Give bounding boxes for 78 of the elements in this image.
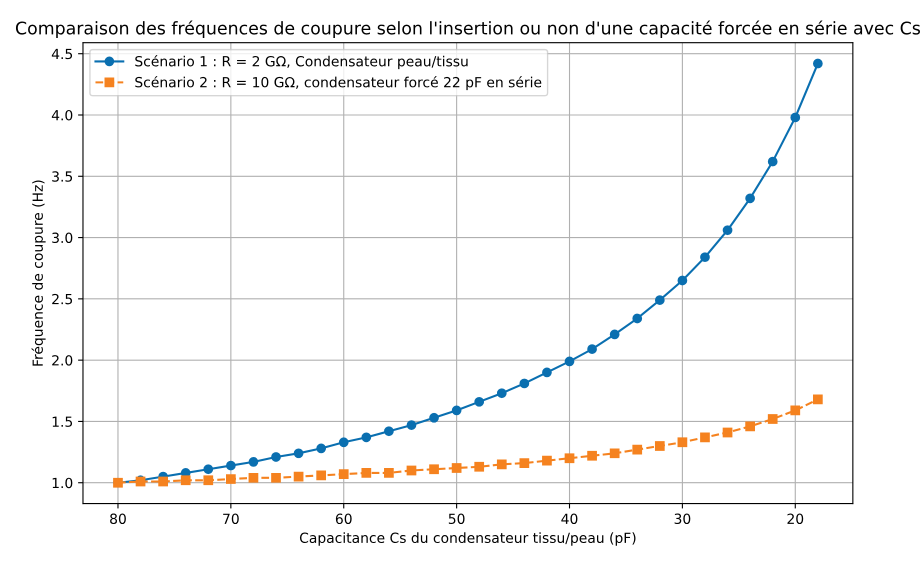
point (768, 414, 778, 424)
x-tick-label: 30 (674, 514, 690, 524)
y-tick-label: 3.0 (52, 232, 72, 244)
point (384, 468, 394, 478)
point (812, 394, 823, 404)
point (474, 462, 484, 472)
point (722, 225, 732, 236)
point (271, 452, 281, 462)
x-tick-label: 50 (448, 514, 465, 524)
point (678, 437, 688, 448)
x-tick-label: 20 (787, 514, 804, 524)
point (474, 396, 484, 407)
point (768, 156, 778, 166)
legend-label: Scénario 1 : R = 2 GΩ, Condensateur peau/tissu (135, 55, 468, 70)
point (812, 58, 823, 68)
point (226, 460, 236, 470)
y-tick-label: 4.0 (52, 110, 72, 120)
point (496, 459, 507, 470)
point (745, 193, 755, 204)
point (790, 406, 800, 416)
legend-label: Scénario 2 : R = 10 GΩ, condensateur forcé 22 pF en série (135, 76, 542, 90)
point (632, 444, 642, 454)
y-tick-label: 1.0 (52, 478, 72, 488)
point (654, 295, 665, 305)
point (429, 464, 439, 474)
point (700, 252, 710, 262)
point (294, 472, 304, 482)
point (226, 474, 236, 484)
point (790, 112, 800, 122)
point (203, 475, 214, 486)
point (519, 378, 530, 388)
point (496, 388, 507, 398)
point (361, 468, 372, 478)
point (745, 421, 755, 432)
point (452, 406, 462, 416)
point (248, 457, 258, 467)
x-tick-label: 40 (561, 514, 578, 524)
y-tick-label: 4.5 (52, 48, 72, 60)
x-tick-label: 70 (223, 514, 239, 524)
point (384, 426, 394, 436)
chart-title: Comparaison des fréquences de coupure selon l'insertion ou non d'une capacité forcée en série avec Cs (16, 20, 920, 38)
x-tick-label: 80 (110, 514, 126, 524)
point (406, 420, 416, 430)
point (632, 314, 642, 324)
point (338, 469, 349, 480)
point (316, 470, 326, 480)
y-axis-title: Fréquence de coupure (Hz) (32, 180, 46, 366)
y-tick-label: 3.5 (52, 171, 72, 182)
point (610, 330, 620, 340)
x-axis-title: Capacitance Cs du condensateur tissu/peau (pF) (300, 532, 636, 546)
point (338, 437, 349, 448)
point (542, 368, 552, 378)
y-tick-label: 1.5 (52, 416, 72, 427)
point (587, 450, 597, 461)
point (722, 428, 732, 438)
point (294, 448, 304, 458)
point (248, 472, 258, 483)
point (542, 456, 552, 466)
point (361, 432, 372, 442)
point (587, 344, 597, 354)
point (610, 448, 620, 458)
x-tick-label: 60 (336, 514, 352, 524)
y-tick-label: 2.5 (52, 294, 72, 304)
point (429, 412, 439, 423)
point (654, 441, 665, 451)
point (564, 453, 574, 464)
point (678, 276, 688, 286)
point (452, 463, 462, 473)
point (316, 444, 326, 454)
y-tick-label: 2.0 (52, 355, 72, 366)
point (271, 472, 281, 483)
point (700, 432, 710, 442)
point (180, 475, 191, 486)
point (564, 356, 574, 366)
point (203, 464, 214, 474)
point (406, 466, 416, 476)
point (519, 458, 530, 468)
point (158, 476, 168, 486)
